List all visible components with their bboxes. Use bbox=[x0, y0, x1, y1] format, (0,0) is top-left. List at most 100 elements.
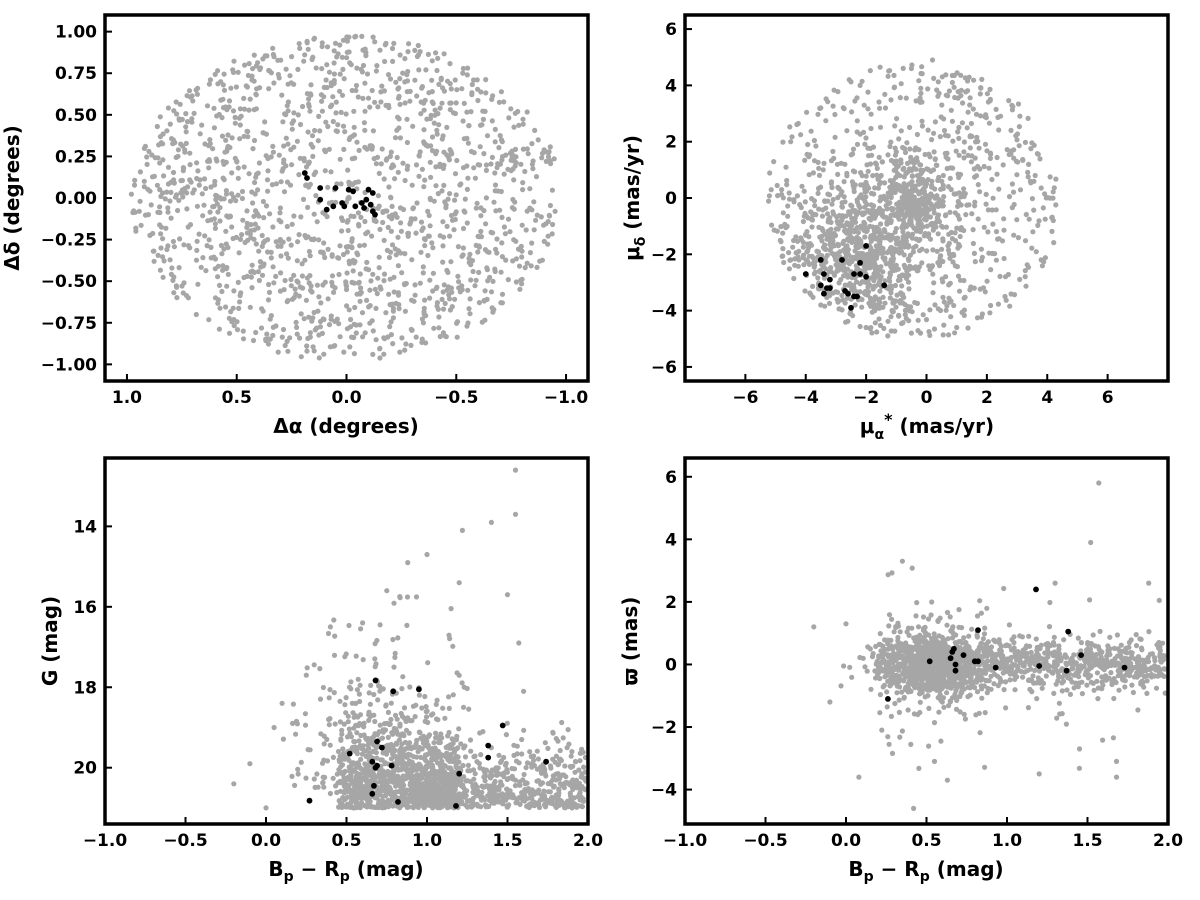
sky-field-star bbox=[251, 52, 257, 58]
pm-field-star bbox=[909, 173, 916, 179]
cmd-field-star bbox=[353, 653, 359, 659]
sky-field-star bbox=[459, 86, 465, 92]
sky-field-star bbox=[325, 296, 331, 302]
sky-field-star bbox=[258, 325, 265, 331]
pm-field-star bbox=[832, 134, 838, 140]
pm-field-star bbox=[766, 193, 773, 199]
sky-field-star bbox=[440, 243, 446, 249]
cmd-field-star bbox=[372, 718, 378, 725]
sky-field-star bbox=[235, 69, 241, 75]
pm-field-star bbox=[977, 91, 983, 97]
pm-field-star bbox=[1011, 292, 1018, 298]
cmd-field-star bbox=[569, 749, 575, 755]
pm-field-star bbox=[787, 124, 793, 130]
sky-field-star bbox=[223, 228, 229, 234]
sky-field-star bbox=[174, 295, 180, 301]
sky-field-star bbox=[339, 228, 345, 234]
sky-field-star bbox=[545, 233, 551, 239]
sky-field-star bbox=[343, 279, 349, 285]
cmd-field-star bbox=[440, 705, 446, 711]
pm-field-star bbox=[899, 320, 905, 327]
sky-field-star bbox=[195, 85, 201, 91]
pm-field-star bbox=[933, 220, 939, 226]
pm-field-star bbox=[1035, 222, 1041, 228]
pm-field-star bbox=[907, 217, 913, 223]
sky-field-star bbox=[309, 133, 316, 139]
cmd-field-star bbox=[442, 790, 449, 796]
sky-field-star bbox=[533, 217, 539, 223]
sky-field-star bbox=[391, 40, 397, 47]
pm-field-star bbox=[950, 251, 957, 257]
pm-field-star bbox=[771, 159, 777, 165]
sky-field-star bbox=[360, 334, 366, 340]
pm-field-star bbox=[786, 196, 793, 202]
sky-field-star bbox=[373, 161, 379, 167]
sky-field-star bbox=[250, 66, 256, 72]
sky-field-star bbox=[395, 95, 402, 101]
pm-field-star bbox=[781, 259, 787, 266]
sky-field-star bbox=[136, 208, 142, 214]
sky-field-star bbox=[278, 253, 284, 259]
pm-field-star bbox=[990, 221, 996, 227]
pm-field-star bbox=[908, 211, 915, 217]
pm-field-star bbox=[857, 131, 863, 137]
sky-field-star bbox=[215, 300, 221, 306]
pm-x-tick-label: 4 bbox=[1041, 388, 1053, 408]
cmd-field-star bbox=[403, 766, 410, 772]
sky-field-star bbox=[442, 300, 448, 307]
pm-field-star bbox=[962, 75, 968, 81]
pm-member-star bbox=[817, 257, 824, 263]
pm-field-star bbox=[958, 194, 964, 200]
sky-field-star bbox=[158, 140, 164, 146]
cmd-field-star bbox=[464, 685, 470, 692]
sky-field-star bbox=[165, 181, 171, 187]
sky-member-star bbox=[341, 203, 348, 210]
pm-field-star bbox=[955, 212, 961, 219]
sky-field-star bbox=[323, 119, 329, 125]
pm-field-star bbox=[1007, 303, 1013, 309]
sky-member-star bbox=[363, 196, 370, 203]
sky-field-star bbox=[478, 205, 484, 211]
pm-field-star bbox=[863, 135, 869, 141]
cmd-field-star bbox=[375, 697, 381, 703]
cmd-field-star bbox=[361, 732, 367, 738]
pm-field-star bbox=[825, 191, 831, 197]
sky-field-star bbox=[229, 170, 235, 176]
pm-field-star bbox=[853, 253, 860, 259]
cmd-field-star bbox=[576, 791, 583, 798]
sky-field-star bbox=[295, 112, 301, 118]
pm-field-star bbox=[784, 177, 790, 184]
pm-field-star bbox=[779, 187, 785, 193]
sky-field-star bbox=[441, 234, 447, 240]
sky-field-star bbox=[485, 278, 491, 284]
cmd-field-star bbox=[551, 784, 557, 790]
sky-field-star bbox=[208, 244, 214, 250]
pm-field-star bbox=[808, 128, 814, 134]
pm-field-star bbox=[1014, 217, 1020, 223]
cmd-field-star bbox=[480, 729, 486, 735]
pm-field-star bbox=[812, 203, 818, 209]
cmd-field-star bbox=[550, 773, 556, 779]
pm-field-star bbox=[1010, 189, 1017, 195]
sky-field-star bbox=[416, 67, 422, 73]
pm-field-star bbox=[961, 186, 967, 192]
pm-field-star bbox=[815, 185, 822, 192]
sky-field-star bbox=[422, 177, 428, 183]
pm-field-star bbox=[870, 286, 876, 292]
pm-member-star bbox=[827, 285, 833, 291]
pm-field-star bbox=[870, 144, 877, 150]
pm-field-star bbox=[768, 187, 774, 193]
sky-field-star bbox=[462, 209, 468, 215]
cmd-field-star bbox=[535, 756, 542, 762]
sky-field-star bbox=[334, 316, 340, 322]
sky-field-star bbox=[462, 196, 468, 202]
pm-field-star bbox=[950, 165, 956, 171]
sky-field-star bbox=[206, 317, 212, 323]
sky-field-star bbox=[161, 258, 167, 264]
cmd-field-star bbox=[404, 594, 411, 600]
cmd-field-star bbox=[430, 711, 436, 717]
cmd-field-star bbox=[342, 768, 348, 775]
sky-field-star bbox=[281, 157, 287, 163]
pm-field-star bbox=[841, 228, 848, 234]
cmd-field-star bbox=[366, 717, 372, 724]
